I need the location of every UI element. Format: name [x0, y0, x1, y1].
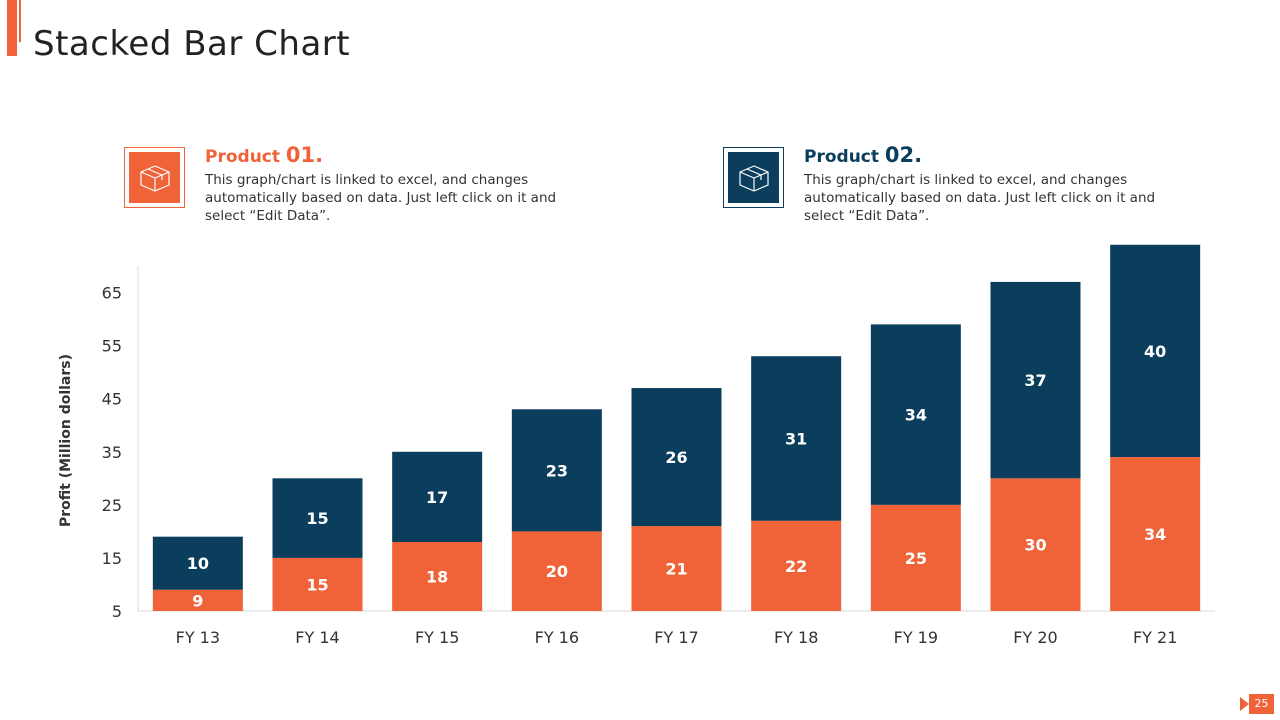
- box-icon: [129, 152, 180, 203]
- data-label: 23: [546, 461, 568, 480]
- data-label: 10: [187, 554, 209, 573]
- data-label: 17: [426, 488, 448, 507]
- data-label: 34: [905, 406, 927, 425]
- y-tick-label: 25: [102, 496, 122, 515]
- legend-icon-frame: [723, 147, 784, 208]
- x-tick-label: FY 17: [654, 628, 698, 647]
- bar-segment: [751, 356, 842, 521]
- x-tick-label: FY 15: [415, 628, 459, 647]
- legend-description-line: select “Edit Data”.: [804, 208, 930, 224]
- x-tick-label: FY 18: [774, 628, 818, 647]
- legend-description-line: This graph/chart is linked to excel, and…: [804, 172, 1128, 188]
- x-tick-label: FY 16: [535, 628, 579, 647]
- bar-segment: [392, 451, 483, 542]
- y-tick-label: 35: [102, 443, 122, 462]
- y-tick-label: 5: [112, 602, 122, 621]
- x-tick-label: FY 14: [295, 628, 339, 647]
- bar-segment: [152, 536, 243, 590]
- x-tick-label: FY 21: [1133, 628, 1177, 647]
- data-label: 25: [905, 549, 927, 568]
- data-label: 31: [785, 430, 807, 449]
- legend-description-line: This graph/chart is linked to excel, and…: [205, 172, 529, 188]
- bar-segment: [272, 478, 363, 558]
- x-tick-label: FY 19: [894, 628, 938, 647]
- bar-segment: [511, 531, 602, 611]
- data-label: 18: [426, 568, 448, 587]
- data-label: 21: [665, 560, 687, 579]
- legend-description: This graph/chart is linked to excel, and…: [804, 171, 1204, 225]
- legend-description-line: automatically based on data. Just left c…: [205, 190, 557, 206]
- data-label: 15: [306, 509, 328, 528]
- bar-segment: [152, 589, 243, 611]
- bar-segment: [1110, 244, 1201, 458]
- legend-icon-frame: [124, 147, 185, 208]
- bar-segment: [870, 504, 961, 611]
- y-axis-title: Profit (Million dollars): [58, 354, 74, 527]
- bar-segment: [631, 526, 722, 611]
- y-tick-label: 55: [102, 337, 122, 356]
- legend-description: This graph/chart is linked to excel, and…: [205, 171, 605, 225]
- bar-segment: [1110, 457, 1201, 611]
- bar-segment: [751, 520, 842, 611]
- accent-bar: [7, 0, 17, 56]
- data-label: 30: [1024, 536, 1046, 555]
- bar-segment: [990, 281, 1081, 479]
- page-arrow-icon: [1240, 697, 1249, 711]
- legend-description-line: select “Edit Data”.: [205, 208, 331, 224]
- y-tick-label: 65: [102, 284, 122, 303]
- box-icon: [728, 152, 779, 203]
- y-tick-label: 15: [102, 549, 122, 568]
- accent-line: [19, 0, 21, 42]
- data-label: 34: [1144, 525, 1166, 544]
- data-label: 22: [785, 557, 807, 576]
- page-title: Stacked Bar Chart: [33, 24, 351, 64]
- bar-segment: [511, 409, 602, 532]
- data-label: 20: [546, 562, 568, 581]
- legend-label: Product: [804, 147, 879, 167]
- x-tick-label: FY 20: [1013, 628, 1057, 647]
- legend-number: 01.: [285, 143, 324, 167]
- bar-segment: [870, 324, 961, 505]
- bar-segment: [272, 557, 363, 611]
- bar-segment: [631, 388, 722, 527]
- bar-segment: [990, 478, 1081, 611]
- legend-number: 02.: [884, 143, 923, 167]
- legend-heading: Product 01.: [205, 143, 605, 168]
- data-label: 15: [306, 575, 328, 594]
- y-tick-label: 45: [102, 390, 122, 409]
- legend-description-line: automatically based on data. Just left c…: [804, 190, 1156, 206]
- x-tick-label: FY 13: [176, 628, 220, 647]
- data-label: 40: [1144, 342, 1166, 361]
- data-label: 26: [665, 448, 687, 467]
- legend-heading: Product 02.: [804, 143, 1204, 168]
- bar-segment: [392, 542, 483, 611]
- legend-label: Product: [205, 147, 280, 167]
- page-number: 25: [1249, 694, 1274, 714]
- data-label: 9: [192, 591, 203, 610]
- data-label: 37: [1024, 371, 1046, 390]
